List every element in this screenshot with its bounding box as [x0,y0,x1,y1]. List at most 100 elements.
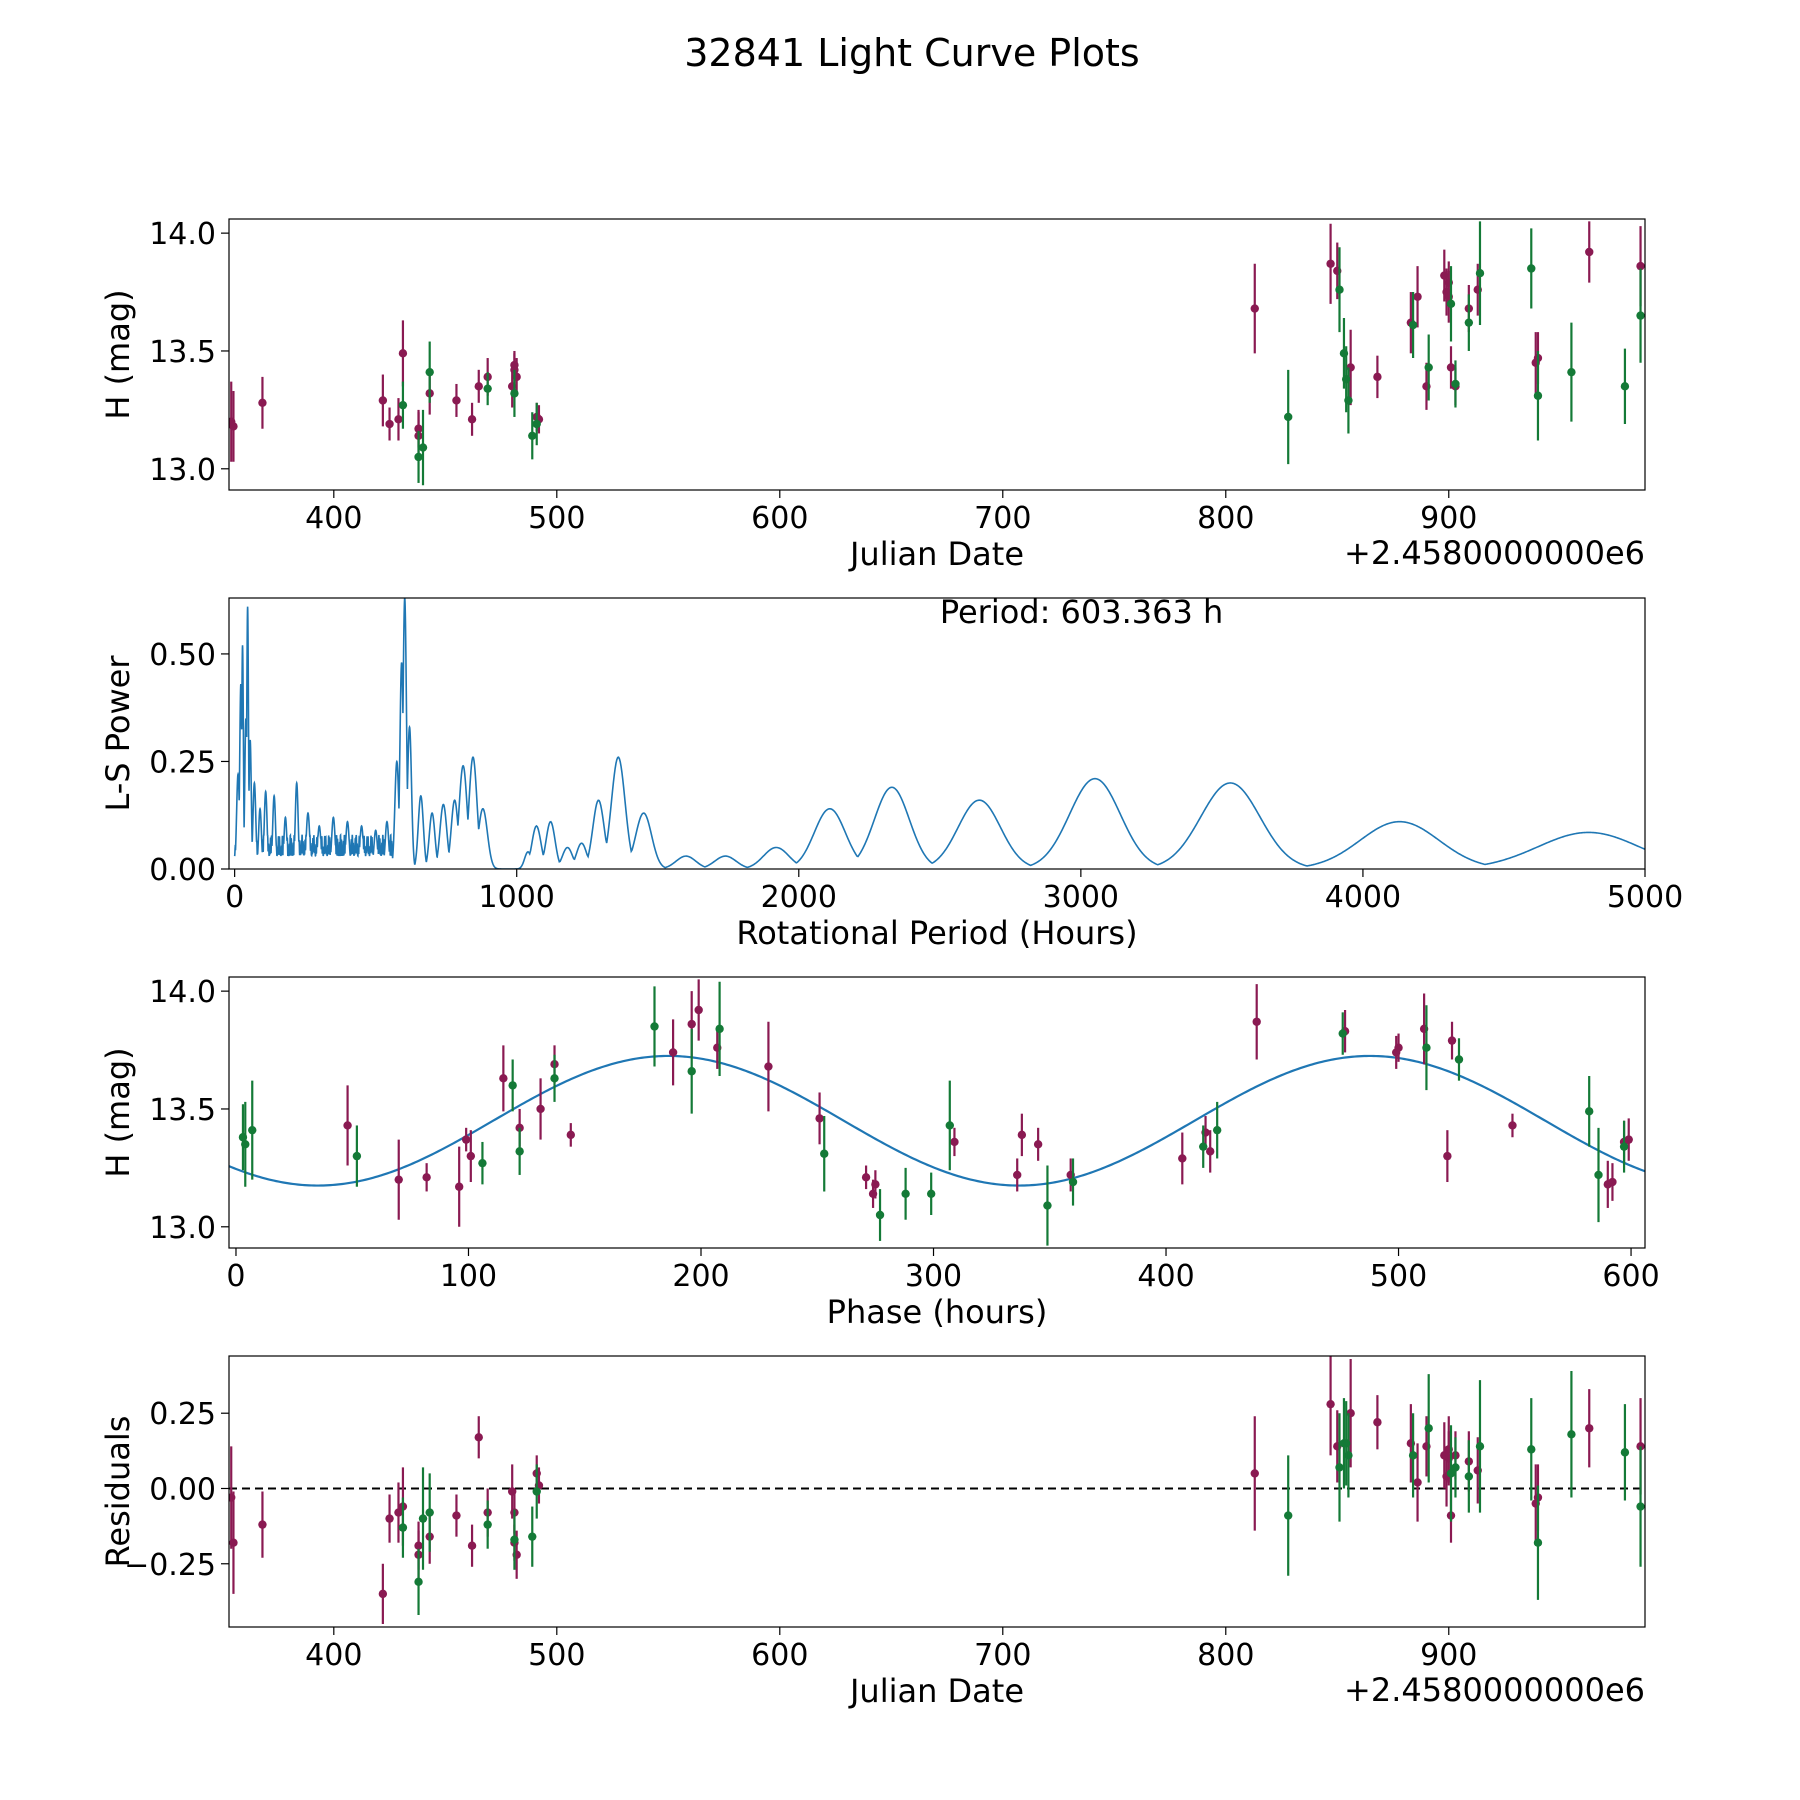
phasefold-xtick-label: 300 [905,1259,962,1294]
phasefold-point-rband [454,1182,464,1191]
phasefold-point-rband [1447,1036,1457,1045]
lightcurve-point-rband [1585,247,1594,257]
phasefold-xtick-label: 400 [1137,1259,1194,1294]
lightcurve-point-rband [1446,363,1456,372]
residuals-point-gband [1344,1451,1353,1460]
residuals-point-gband [1533,1538,1543,1547]
residuals-xtick-label: 500 [528,1638,585,1673]
lightcurve-axes-frame [228,218,1646,491]
residuals-point-rband [385,1514,394,1523]
periodogram-ytick-label: 0.25 [149,745,216,780]
lightcurve-xtick-label: 400 [305,501,362,536]
residuals-point-rband [1585,1424,1594,1433]
periodogram-xlabel: Rotational Period (Hours) [736,914,1137,952]
residuals-point-gband [1475,1442,1485,1451]
periodogram-ytick-label: 0.00 [149,853,216,888]
residuals-ytick-label: −0.25 [124,1548,216,1583]
phasefold-markers [238,979,1633,1246]
lightcurve-panel: 400 500 600 700 800 900 13.0 13.5 14.0 Julian Dat… [99,217,1646,573]
phasefold-point-rband [861,1173,871,1182]
phasefold-point-rband [1624,1135,1633,1144]
lightcurve-point-gband [1464,318,1474,327]
phasefold-point-gband [241,1140,250,1149]
phasefold-point-gband [1212,1125,1222,1135]
lightcurve-ytick-label: 14.0 [149,217,216,252]
residuals-point-rband [394,1508,403,1517]
lightcurve-point-gband [418,443,428,452]
lightcurve-point-gband [1636,311,1645,320]
phasefold-point-gband [820,1149,829,1158]
phasefold-point-gband [1068,1177,1078,1187]
residuals-point-gband [1464,1472,1474,1481]
phasefold-point-gband [1338,1029,1347,1038]
residuals-point-gband [1620,1448,1630,1457]
lightcurve-point-gband [1533,391,1543,400]
periodogram-period-annotation: Period: 603.363 h [940,593,1224,631]
periodogram-axes-frame [228,597,1646,870]
phasefold-point-rband [1017,1130,1027,1140]
phasefold-point-rband [566,1130,575,1140]
lightcurve-point-gband [1344,396,1353,405]
phasefold-point-gband [901,1189,910,1199]
phasefold-point-gband [1594,1170,1603,1180]
phasefold-xlabel: Phase (hours) [827,1293,1048,1331]
phasefold-point-rband [668,1048,678,1057]
lightcurve-point-rband [385,419,394,429]
phasefold-point-rband [694,1005,703,1015]
lightcurve-xtick-label: 800 [1197,501,1254,536]
lightcurve-point-rband [452,396,461,405]
phasefold-point-gband [945,1121,954,1130]
phasefold-point-gband [715,1024,724,1034]
lightcurve-point-gband [1335,285,1344,294]
periodogram-xtick-label: 5000 [1607,880,1683,915]
periodogram-ylabel: L-S Power [99,655,137,812]
residuals-offset-text: +2.4580000000e6 [1344,1671,1645,1709]
phasefold-point-rband [687,1019,696,1029]
phasefold-point-rband [343,1121,352,1130]
residuals-point-rband [1250,1469,1259,1478]
phasefold-xtick-label: 200 [672,1259,729,1294]
residuals-point-rband [378,1589,388,1599]
phasefold-point-rband [499,1074,508,1083]
phasefold-point-rband [1206,1147,1215,1156]
residuals-xtick-label: 900 [1420,1638,1477,1673]
residuals-point-gband [1636,1502,1645,1511]
phasefold-point-gband [1422,1043,1431,1052]
residuals-xtick-label: 700 [974,1638,1031,1673]
residuals-point-gband [418,1514,428,1523]
lightcurve-ytick-label: 13.5 [149,335,216,370]
residuals-point-gband [532,1487,541,1496]
phasefold-point-gband [1199,1142,1208,1151]
phasefold-point-rband [1178,1154,1187,1163]
phasefold-point-gband [478,1158,487,1168]
figure-title: 32841 Light Curve Plots [684,31,1139,75]
lightcurve-xtick-label: 900 [1420,501,1477,536]
lightcurve-point-gband [1446,299,1456,309]
lightcurve-point-rband [398,349,408,358]
residuals-point-rband [229,1538,238,1547]
phasefold-panel: 0 100 200 300 400 500 600 13.0 13.5 14.0 Phase (ho… [99,975,1660,1331]
lightcurve-point-rband [1636,261,1645,271]
lightcurve-point-rband [1413,292,1422,301]
lightcurve-point-rband [474,382,483,391]
phasefold-xtick-label: 0 [226,1259,245,1294]
phasefold-point-rband [871,1180,880,1189]
periodogram-xtick-label: 1000 [479,880,555,915]
lightcurve-point-rband [258,398,267,408]
lightcurve-point-rband [1250,304,1259,313]
lightcurve-point-gband [414,452,423,462]
lightcurve-point-rband [394,415,403,424]
periodogram-xtick-label: 2000 [761,880,837,915]
residuals-xtick-label: 400 [305,1638,362,1673]
residuals-point-gband [425,1508,434,1517]
residuals-point-rband [1373,1418,1382,1427]
lightcurve-point-gband [1567,367,1576,377]
lightcurve-point-gband [1620,382,1630,391]
residuals-point-gband [1446,1469,1456,1478]
lightcurve-point-gband [1451,379,1460,389]
lightcurve-point-gband [532,419,541,429]
lightcurve-point-gband [483,384,492,393]
phasefold-point-gband [1043,1201,1052,1210]
lightcurve-point-rband [467,415,477,424]
phasefold-point-gband [650,1022,659,1031]
